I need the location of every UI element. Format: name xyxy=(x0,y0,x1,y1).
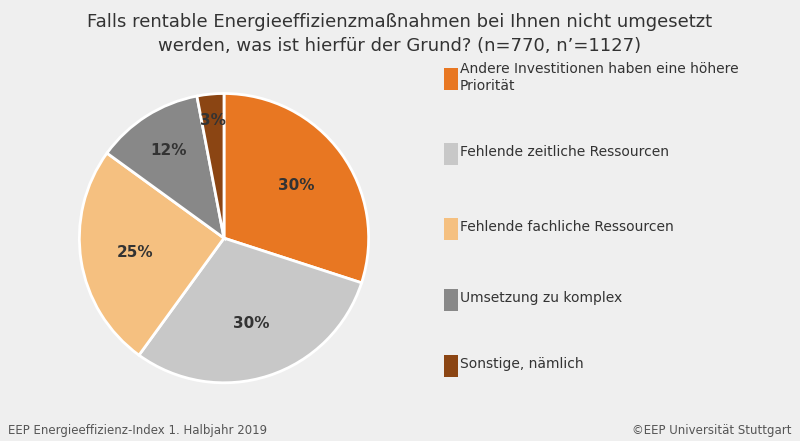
Text: Umsetzung zu komplex: Umsetzung zu komplex xyxy=(460,291,622,305)
Wedge shape xyxy=(107,96,224,238)
Text: Fehlende zeitliche Ressourcen: Fehlende zeitliche Ressourcen xyxy=(460,145,669,159)
Text: 30%: 30% xyxy=(234,316,270,331)
Text: 3%: 3% xyxy=(200,112,226,127)
Text: EEP Energieeffizienz-Index 1. Halbjahr 2019: EEP Energieeffizienz-Index 1. Halbjahr 2… xyxy=(8,424,267,437)
Text: Andere Investitionen haben eine höhere
Priorität: Andere Investitionen haben eine höhere P… xyxy=(460,62,738,93)
Text: 12%: 12% xyxy=(150,143,186,158)
Wedge shape xyxy=(197,93,224,238)
Text: Falls rentable Energieeffizienzmaßnahmen bei Ihnen nicht umgesetzt
werden, was i: Falls rentable Energieeffizienzmaßnahmen… xyxy=(87,13,713,55)
Text: ©EEP Universität Stuttgart: ©EEP Universität Stuttgart xyxy=(633,424,792,437)
Text: Sonstige, nämlich: Sonstige, nämlich xyxy=(460,357,584,371)
Text: Fehlende fachliche Ressourcen: Fehlende fachliche Ressourcen xyxy=(460,220,674,234)
Wedge shape xyxy=(79,153,224,355)
Wedge shape xyxy=(224,93,369,283)
Wedge shape xyxy=(139,238,362,383)
Text: 25%: 25% xyxy=(117,245,154,260)
Text: 30%: 30% xyxy=(278,178,315,193)
